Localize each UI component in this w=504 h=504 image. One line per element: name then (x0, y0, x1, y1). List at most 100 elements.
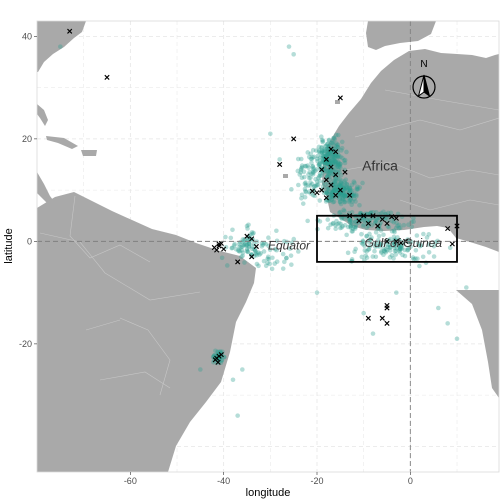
observation-point (417, 243, 423, 249)
observation-point (345, 224, 351, 230)
observation-point (316, 149, 322, 155)
reference-lines (37, 21, 499, 472)
observation-point (235, 247, 241, 253)
observation-point (303, 182, 309, 188)
observation-point (329, 189, 335, 194)
observation-point (245, 249, 250, 255)
observation-point (349, 202, 354, 207)
observation-cross (449, 241, 455, 247)
observation-point (367, 243, 373, 249)
observation-point (326, 137, 332, 143)
observation-point (269, 266, 275, 272)
observation-point (397, 246, 403, 252)
observation-cross (323, 156, 329, 162)
observation-point (311, 154, 317, 160)
observation-point (344, 149, 349, 155)
observation-cross (319, 167, 325, 173)
observation-point (330, 199, 336, 205)
observation-point (303, 188, 308, 194)
observation-point (329, 140, 334, 146)
observation-point (387, 236, 393, 242)
observation-point (394, 246, 400, 251)
observation-point (316, 182, 321, 188)
observation-point (376, 233, 382, 239)
observation-point (251, 230, 256, 236)
equator-label: Equator (268, 238, 311, 252)
observation-point (237, 249, 243, 254)
observation-point (393, 225, 399, 231)
observation-point (296, 182, 301, 188)
observation-cross (356, 218, 362, 224)
observation-point (298, 166, 304, 171)
observation-point (393, 248, 399, 254)
observation-point (333, 226, 338, 231)
observation-cross (214, 247, 220, 253)
observation-point (331, 188, 337, 193)
observation-point (397, 246, 403, 252)
observation-point (333, 176, 338, 181)
observation-point (310, 147, 316, 153)
observation-point (344, 188, 350, 193)
observation-point (347, 186, 353, 191)
observation-point (246, 222, 251, 228)
observation-point (399, 246, 405, 251)
observation-cross (218, 352, 224, 358)
observation-point (339, 182, 344, 188)
observation-point (342, 199, 348, 205)
observation-point (326, 171, 332, 177)
observation-cross (277, 161, 283, 168)
observation-point (337, 210, 342, 216)
observation-point (333, 132, 339, 138)
observation-point (337, 182, 343, 187)
observation-point (277, 157, 282, 162)
observation-point (335, 160, 341, 166)
observation-point (330, 181, 336, 187)
observation-point (362, 248, 368, 253)
observation-point (241, 238, 247, 243)
observation-point (334, 218, 339, 224)
observation-point (338, 192, 343, 197)
observation-point (353, 199, 358, 204)
observation-point (397, 248, 402, 254)
south-america-land (37, 192, 256, 472)
observation-point (325, 141, 331, 147)
observation-point (347, 185, 352, 190)
observation-point (379, 249, 384, 254)
observation-point (340, 189, 346, 194)
observation-point (445, 321, 450, 326)
observation-point (348, 197, 353, 202)
observation-point (336, 164, 341, 170)
observation-crosses (67, 28, 460, 365)
observation-point (347, 185, 353, 191)
observation-point (249, 244, 255, 249)
observation-point (244, 246, 250, 252)
observation-point (299, 175, 305, 181)
observation-point (311, 170, 316, 176)
observation-point (331, 178, 336, 183)
observation-point (259, 240, 265, 246)
observation-point (376, 215, 382, 221)
observation-point (322, 160, 328, 166)
observation-cross (328, 146, 334, 152)
observation-point (370, 254, 376, 259)
observation-point (305, 218, 310, 224)
observation-point (411, 219, 416, 224)
observation-point (305, 150, 311, 155)
observation-point (319, 144, 324, 150)
observation-point (340, 182, 345, 187)
observation-point (373, 230, 379, 235)
observation-point (337, 169, 342, 175)
observation-point (381, 209, 386, 215)
observation-point (313, 183, 319, 189)
observation-point (309, 181, 315, 187)
observation-point (338, 154, 343, 160)
observation-point (336, 191, 342, 197)
observation-point (326, 138, 332, 143)
observation-point (326, 189, 332, 194)
observation-cross (342, 169, 348, 175)
observation-point (379, 241, 384, 246)
observation-point (260, 242, 266, 247)
observation-point (341, 187, 347, 192)
observation-point (353, 223, 359, 228)
